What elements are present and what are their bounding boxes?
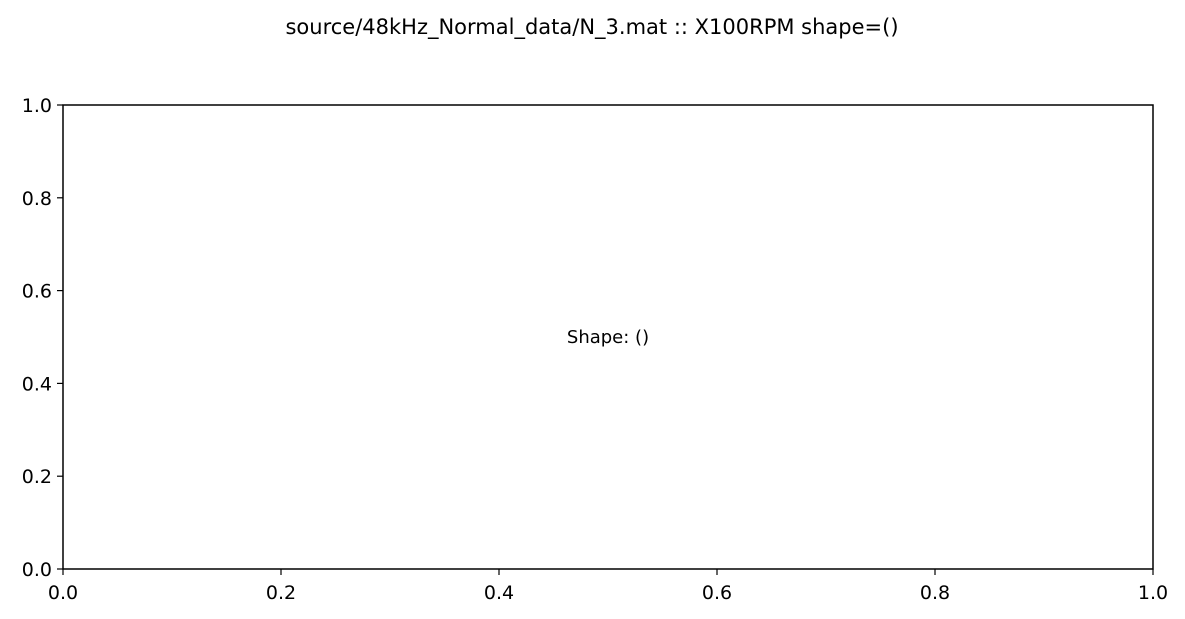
y-tick-label: 0.2 [22,466,52,488]
y-axis: 0.0 0.2 0.4 0.6 0.8 1.0 [22,95,63,581]
y-tick-label: 0.8 [22,188,52,210]
x-tick-label: 0.6 [702,582,732,604]
y-tick-label: 1.0 [22,95,52,117]
shape-annotation: Shape: () [567,327,649,348]
x-axis: 0.0 0.2 0.4 0.6 0.8 1.0 [48,569,1168,604]
x-tick-label: 0.4 [484,582,514,604]
y-tick-label: 0.6 [22,281,52,303]
x-tick-label: 1.0 [1138,582,1168,604]
x-tick-label: 0.2 [266,582,296,604]
chart-title: source/48kHz_Normal_data/N_3.mat :: X100… [285,15,898,40]
axes: 0.0 0.2 0.4 0.6 0.8 1.0 0.0 0.2 0.4 0.6 0.8 1.0 Sh… [22,95,1168,604]
x-tick-label: 0.8 [920,582,950,604]
annotations: Shape: () [567,327,649,348]
x-tick-label: 0.0 [48,582,78,604]
y-tick-label: 0.0 [22,559,52,581]
plot-area-frame [62,104,1154,570]
y-tick-label: 0.4 [22,373,52,395]
